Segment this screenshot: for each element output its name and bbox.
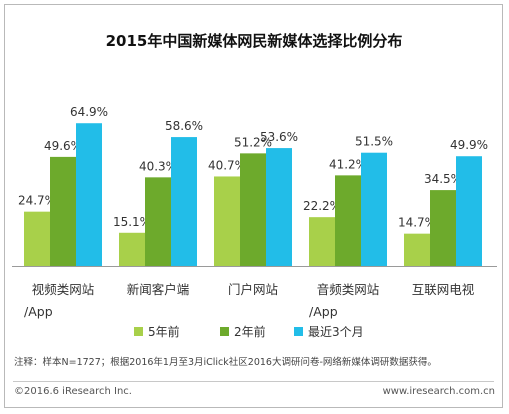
data-label-1-3: 40.7%: [208, 158, 246, 172]
category-label-2: 新闻客户端: [127, 282, 190, 297]
category-label-4-line2: /App: [309, 304, 338, 319]
category-label-1-line2: /App: [24, 304, 53, 319]
data-label-3-4: 51.5%: [355, 135, 393, 149]
bar-1-4: [309, 217, 335, 266]
website-text: www.iresearch.com.cn: [382, 386, 495, 397]
data-label-2-3: 51.2%: [234, 135, 272, 149]
data-label-1-1: 24.7%: [18, 194, 56, 208]
data-label-2-1: 49.6%: [44, 139, 82, 153]
category-label-1: 视频类网站: [32, 282, 95, 297]
bar-1-2: [119, 232, 145, 266]
bar-3-2: [171, 137, 197, 266]
bar-2-4: [335, 175, 361, 266]
bar-2-2: [145, 177, 171, 266]
data-label-3-5: 49.9%: [450, 138, 488, 152]
legend-swatch-1: [134, 327, 143, 336]
data-label-2-2: 40.3%: [139, 159, 177, 173]
bar-3-1: [76, 123, 102, 266]
copyright-text: ©2016.6 iResearch Inc.: [14, 386, 132, 397]
legend-label-1: 5年前: [148, 324, 180, 339]
bar-2-3: [240, 153, 266, 266]
category-label-5: 互联网电视: [412, 282, 475, 297]
data-label-3-3: 53.6%: [260, 130, 298, 144]
chart-title: 2015年中国新媒体网民新媒体选择比例分布: [106, 32, 403, 50]
bar-1-1: [24, 211, 50, 266]
bar-3-3: [266, 148, 292, 266]
bar-1-3: [214, 176, 240, 266]
data-label-1-2: 15.1%: [113, 215, 151, 229]
data-label-1-5: 14.7%: [398, 216, 436, 230]
bar-2-5: [430, 190, 456, 266]
data-label-2-5: 34.5%: [424, 172, 462, 186]
legend-swatch-3: [294, 327, 303, 336]
data-label-3-1: 64.9%: [70, 105, 108, 119]
footer-divider: [13, 381, 494, 382]
bar-1-5: [404, 233, 430, 266]
bar-3-5: [456, 156, 482, 266]
legend-label-2: 2年前: [234, 324, 266, 339]
category-label-3: 门户网站: [228, 282, 278, 297]
data-label-1-4: 22.2%: [303, 199, 341, 213]
legend-swatch-2: [220, 327, 229, 336]
footnote: 注释：样本N=1727；根据2016年1月至3月iClick社区2016大调研问…: [14, 357, 437, 368]
data-label-3-2: 58.6%: [165, 119, 203, 133]
legend-label-3: 最近3个月: [308, 325, 364, 339]
bar-3-4: [361, 152, 387, 266]
data-label-2-4: 41.2%: [329, 157, 367, 171]
bar-2-1: [50, 156, 76, 266]
category-label-4: 音频类网站: [317, 282, 380, 297]
